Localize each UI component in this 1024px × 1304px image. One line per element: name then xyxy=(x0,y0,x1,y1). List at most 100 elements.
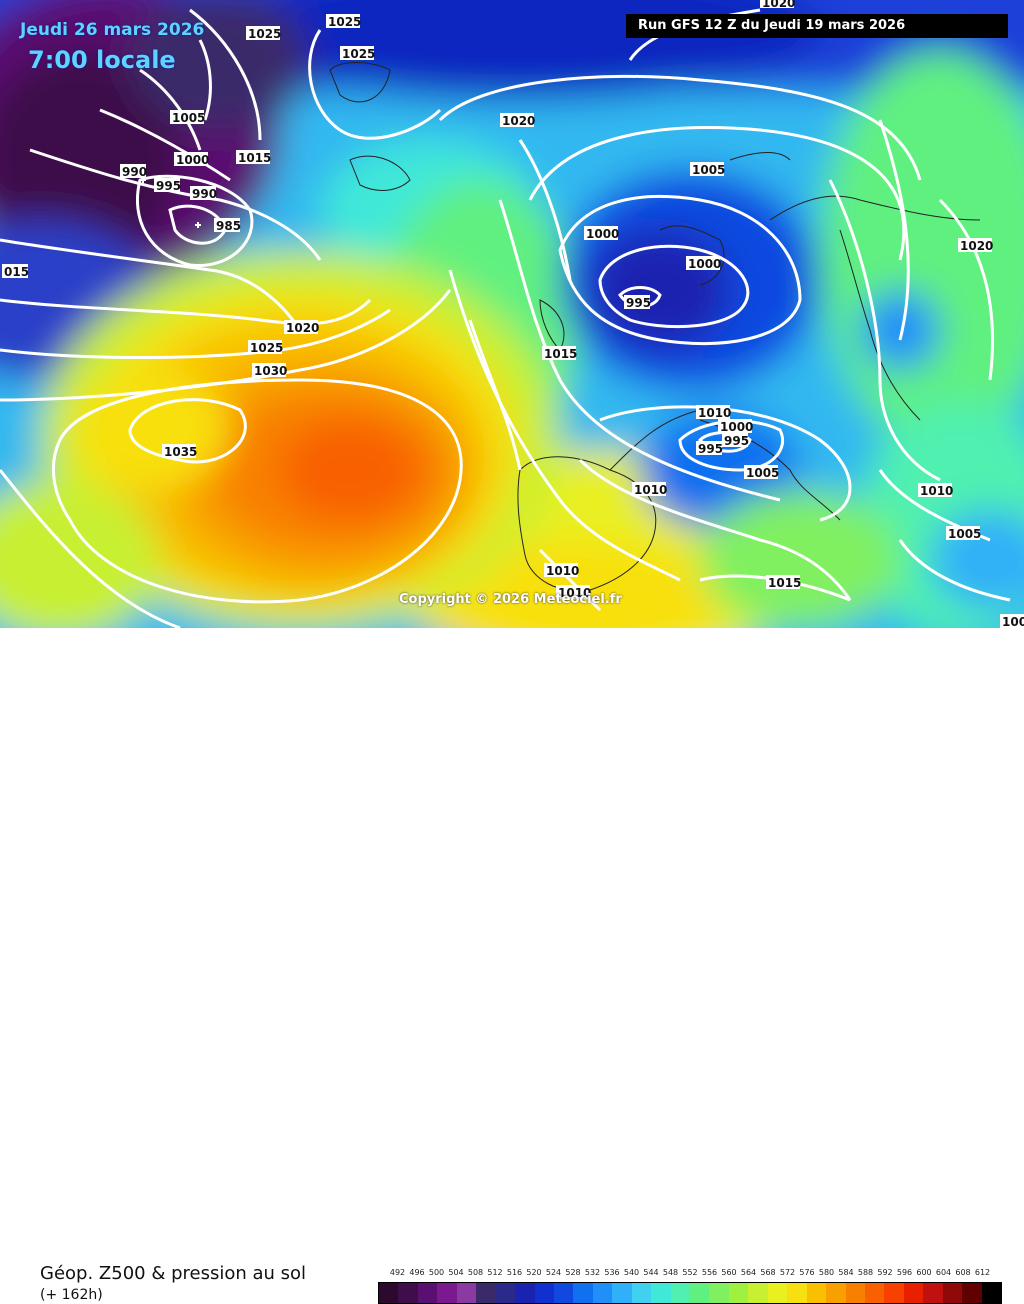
map-canvas: 1025 1025 1025 1005 1000 1015 990 995 99… xyxy=(0,0,1024,628)
legend-swatch xyxy=(651,1283,671,1303)
legend-value: 540 xyxy=(623,1268,640,1277)
legend-value: 500 xyxy=(428,1268,445,1277)
isobar-label: 995 xyxy=(626,296,651,310)
legend-swatch xyxy=(748,1283,768,1303)
legend-value: 544 xyxy=(643,1268,659,1277)
legend-value: 596 xyxy=(896,1268,913,1277)
isobar-label: 995 xyxy=(724,434,749,448)
legend-value: 536 xyxy=(604,1268,620,1277)
legend-swatch xyxy=(962,1283,982,1303)
isobar-label: 1005 xyxy=(692,163,725,177)
forecast-time: 7:00 locale xyxy=(28,46,176,74)
legend-footer: Géop. Z500 & pression au sol (+ 162h) 49… xyxy=(0,628,1024,1304)
legend-swatch xyxy=(670,1283,690,1303)
isobar-label: 1010 xyxy=(558,586,591,600)
legend-swatch xyxy=(690,1283,710,1303)
legend-value: 568 xyxy=(760,1268,776,1277)
isobar-label: 1005 xyxy=(948,527,981,541)
legend-value: 564 xyxy=(740,1268,757,1277)
legend-value: 516 xyxy=(506,1268,523,1277)
legend-swatch xyxy=(767,1283,788,1303)
legend-value: 608 xyxy=(955,1268,971,1277)
legend-swatch xyxy=(923,1283,943,1303)
legend-value: 560 xyxy=(721,1268,737,1277)
isobar-label: 1000 xyxy=(688,257,721,271)
isobar-label: 1005 xyxy=(746,466,779,480)
forecast-date: Jeudi 26 mars 2026 xyxy=(20,20,205,40)
legend-swatch xyxy=(826,1283,846,1303)
isobar-label: 1015 xyxy=(238,151,271,165)
model-run-label: Run GFS 12 Z du Jeudi 19 mars 2026 xyxy=(626,14,1008,38)
isobar-label: 1025 xyxy=(342,47,375,61)
legend-value: 528 xyxy=(565,1268,581,1277)
copyright-notice: Copyright © 2026 Meteociel.fr xyxy=(399,592,622,607)
legend-value: 612 xyxy=(974,1268,991,1277)
legend-value: 508 xyxy=(467,1268,484,1277)
isobar-label: 015 xyxy=(4,265,29,279)
legend-swatch xyxy=(709,1283,729,1303)
isobar-label: 1000 xyxy=(176,153,209,167)
isobar-label: 1020 xyxy=(960,239,993,253)
isobar-label: 995 xyxy=(156,179,181,193)
legend-swatch xyxy=(806,1283,827,1303)
isobar-label: 1010 xyxy=(920,484,953,498)
legend-swatch xyxy=(981,1283,1001,1303)
isobar-label: 1015 xyxy=(544,347,577,361)
isobar-label: 1015 xyxy=(768,576,801,590)
legend-value: 552 xyxy=(682,1268,698,1277)
legend-value: 600 xyxy=(916,1268,932,1277)
legend-swatch xyxy=(845,1283,865,1303)
legend-value: 580 xyxy=(818,1268,835,1277)
legend-value: 604 xyxy=(935,1268,952,1277)
isobar-label: 1025 xyxy=(250,341,283,355)
legend-value: 504 xyxy=(448,1268,464,1277)
legend-swatch xyxy=(515,1283,535,1303)
legend-value: 556 xyxy=(701,1268,718,1277)
legend-value: 588 xyxy=(857,1268,874,1277)
isobar-labels: 1025 1025 1025 1005 1000 1015 990 995 99… xyxy=(2,0,1024,628)
legend-swatch xyxy=(495,1283,516,1303)
legend-swatch xyxy=(864,1283,885,1303)
isobar-label: 990 xyxy=(122,165,147,179)
isobar-label: 1010 xyxy=(546,564,579,578)
geopotential-field xyxy=(0,0,1024,628)
legend-value: 512 xyxy=(487,1268,503,1277)
isobar-label: 1000 xyxy=(720,420,753,434)
legend-swatch xyxy=(573,1283,593,1303)
isobar-label: 1020 xyxy=(286,321,319,335)
legend-swatch xyxy=(379,1283,399,1303)
legend-value: 520 xyxy=(526,1268,542,1277)
legend-scale-labels: 492 496 500 504 508 512 516 520 524 528 532 536 540 5… xyxy=(378,1268,1002,1280)
legend-value: 496 xyxy=(409,1268,425,1277)
legend-value: 584 xyxy=(838,1268,854,1277)
legend-swatch xyxy=(553,1283,574,1303)
legend-swatch xyxy=(456,1283,477,1303)
legend-swatch xyxy=(728,1283,749,1303)
color-scale-bar xyxy=(378,1282,1002,1304)
legend-swatch xyxy=(942,1283,963,1303)
legend-value: 532 xyxy=(584,1268,601,1277)
legend-swatch xyxy=(884,1283,904,1303)
isobar-label: 1025 xyxy=(328,15,361,29)
coastlines xyxy=(329,62,981,592)
legend-value: 592 xyxy=(877,1268,893,1277)
legend-value: 524 xyxy=(545,1268,562,1277)
legend-swatch xyxy=(437,1283,457,1303)
legend-swatch xyxy=(534,1283,554,1303)
isobar-label: 1010 xyxy=(698,406,731,420)
isobar-label: 990 xyxy=(192,187,217,201)
pressure-center-markers xyxy=(140,177,201,228)
isobar-label: 1010 xyxy=(634,483,667,497)
legend-swatch xyxy=(787,1283,807,1303)
isobar-label: 1000 xyxy=(586,227,619,241)
legend-swatch xyxy=(398,1283,418,1303)
isobar-label: 995 xyxy=(698,442,723,456)
isobar-label: 1000 xyxy=(1002,615,1024,628)
isobar-label: 985 xyxy=(216,219,241,233)
legend-swatch xyxy=(417,1283,438,1303)
isobar-label: 1020 xyxy=(502,114,535,128)
legend-swatch xyxy=(612,1283,632,1303)
legend-value: 576 xyxy=(799,1268,815,1277)
isobar-label: 1030 xyxy=(254,364,287,378)
isobar-label: 1025 xyxy=(248,27,281,41)
